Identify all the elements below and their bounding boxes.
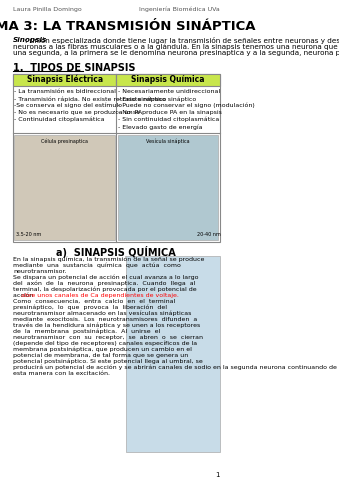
Text: 1.  TIPOS DE SINAPSIS: 1. TIPOS DE SINAPSIS (13, 63, 136, 73)
Text: Sinapsis Eléctrica: Sinapsis Eléctrica (26, 75, 103, 84)
Bar (116, 74, 220, 86)
Text: -Se conserva el signo del estímulo: -Se conserva el signo del estímulo (14, 103, 122, 108)
Bar (13, 74, 220, 242)
Bar (14, 135, 115, 240)
Text: terminal, la despolarización provocada por el potencial de: terminal, la despolarización provocada p… (13, 287, 197, 292)
Text: neurotransmisor almacenado en las vesículas sinápticas: neurotransmisor almacenado en las vesícu… (13, 311, 192, 316)
Text: de  la  membrana  postsináptica.  Al  unirse  el: de la membrana postsináptica. Al unirse … (13, 329, 160, 335)
Text: Sinapsis Química: Sinapsis Química (131, 75, 205, 84)
Bar (126, 256, 220, 452)
Text: neurotransmisor  con  su  receptor,  se  abren  o  se  cierran: neurotransmisor con su receptor, se abre… (13, 335, 203, 340)
Text: potencial postsináptico. Si este potencial llega al umbral, se: potencial postsináptico. Si este potenci… (13, 359, 203, 364)
Text: a)  SINAPSIS QUÍMICA: a) SINAPSIS QUÍMICA (57, 246, 176, 258)
Text: del  axón  de  la  neurona  presinaptica.  Cuando  llega  al: del axón de la neurona presinaptica. Cua… (13, 281, 195, 287)
Text: En la sinapsis química, la transmisión de la señal se produce: En la sinapsis química, la transmisión d… (13, 257, 204, 263)
Text: Vesícula sináptica: Vesícula sináptica (146, 139, 190, 144)
Text: Sinopsis: Sinopsis (13, 37, 47, 43)
Text: Se dispara un potencial de acción el cual avanza a lo largo: Se dispara un potencial de acción el cua… (13, 275, 199, 280)
Bar (13, 74, 116, 86)
Text: Ingeniería Biomédica UVa: Ingeniería Biomédica UVa (139, 7, 220, 12)
Text: abre unos canales de Ca dependientes de voltaje.: abre unos canales de Ca dependientes de … (21, 293, 179, 298)
Text: - Necesariamente unidireccional: - Necesariamente unidireccional (118, 89, 220, 94)
Text: neurotransmisor.: neurotransmisor. (13, 269, 66, 274)
Text: 3.5-20 nm: 3.5-20 nm (16, 232, 41, 237)
Text: mediante  una  sustancia  química  que  actúa  como: mediante una sustancia química que actúa… (13, 263, 181, 268)
Text: mediante  exocitosis.  Los  neurotransmisores  difunden  a: mediante exocitosis. Los neurotransmisor… (13, 317, 197, 322)
Text: Laura Pinilla Domingo: Laura Pinilla Domingo (13, 7, 82, 12)
Text: : unión especializada donde tiene lugar la transmisión de señales entre neuronas: : unión especializada donde tiene lugar … (25, 37, 339, 44)
Text: - Sin continuidad citoplasmática: - Sin continuidad citoplasmática (118, 117, 219, 122)
Text: - La transmisión es bidireccional: - La transmisión es bidireccional (14, 89, 116, 94)
Text: (depende del tipo de receptores) canales específicos de la: (depende del tipo de receptores) canales… (13, 341, 197, 347)
Text: una segunda, a la primera se le denomina neurona presinaptica y a la segunda, ne: una segunda, a la primera se le denomina… (13, 50, 339, 57)
Text: TEMA 3: LA TRANSMISIÓN SINÁPTICA: TEMA 3: LA TRANSMISIÓN SINÁPTICA (0, 20, 256, 33)
Text: - Existe retraso sináptico: - Existe retraso sináptico (118, 96, 196, 101)
Text: potencial de membrana, de tal forma que se genera un: potencial de membrana, de tal forma que … (13, 353, 188, 358)
Text: - Continuidad citoplasmática: - Continuidad citoplasmática (14, 117, 105, 122)
Text: - Elevado gasto de energía: - Elevado gasto de energía (118, 124, 202, 130)
Text: membrana postsináptica, que producen un cambio en el: membrana postsináptica, que producen un … (13, 347, 192, 352)
Text: esta manera con la excitación.: esta manera con la excitación. (13, 371, 110, 376)
Text: acción: acción (13, 293, 36, 298)
Text: 1: 1 (215, 472, 220, 478)
Text: Como  consecuencia,  entra  calcio  en  el  terminal: Como consecuencia, entra calcio en el te… (13, 299, 175, 304)
Text: - No es necesario que se produzca un PA: - No es necesario que se produzca un PA (14, 110, 142, 115)
Text: neuronas a las fibras musculares o a la glándula. En la sinapsis tenemos una neu: neuronas a las fibras musculares o a la … (13, 44, 339, 50)
Text: 20-40 nm: 20-40 nm (197, 232, 221, 237)
Bar (118, 135, 218, 240)
Text: producirá un potencial de acción y se abrirán canales de sodio en la segunda neu: producirá un potencial de acción y se ab… (13, 365, 337, 371)
Text: - Transmisión rápida. No existe retraso sináptico: - Transmisión rápida. No existe retraso … (14, 96, 167, 101)
Text: presináptico,  lo  que  provoca  la  liberación  del: presináptico, lo que provoca la liberaci… (13, 305, 167, 311)
Text: Célula presinaptica: Célula presinaptica (41, 139, 88, 144)
Text: través de la hendidura sináptica y se unen a los receptores: través de la hendidura sináptica y se un… (13, 323, 200, 328)
Text: - No se produce PA en la sinapsis: - No se produce PA en la sinapsis (118, 110, 221, 115)
Text: - Puede no conservar el signo (modulación): - Puede no conservar el signo (modulació… (118, 103, 254, 108)
